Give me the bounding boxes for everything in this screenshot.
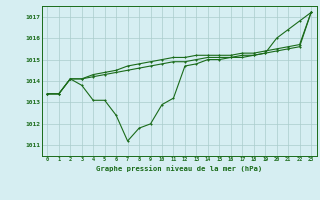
X-axis label: Graphe pression niveau de la mer (hPa): Graphe pression niveau de la mer (hPa) [96, 165, 262, 172]
